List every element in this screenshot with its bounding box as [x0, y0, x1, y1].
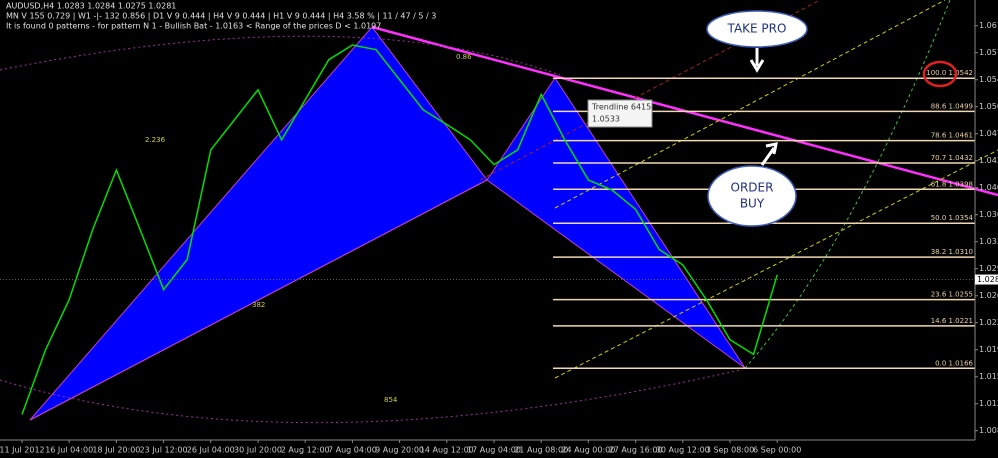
pattern-label: 0.86 [456, 53, 472, 61]
y-tick-label: 1.0190 [979, 345, 998, 354]
fib-label: 70.7 1.0432 [931, 154, 973, 162]
channel-line [554, 149, 998, 379]
x-tick-label: 7 Aug 04:00 [328, 446, 377, 455]
fib-label: 61.8 1.0398 [931, 180, 973, 188]
y-tick-label: 1.0435 [979, 156, 998, 165]
fib-label: 0.0 1.0166 [935, 359, 973, 367]
pattern-xb [29, 179, 488, 421]
fib-label: 50.0 1.0354 [931, 214, 974, 222]
tooltip-value: 1.0533 [592, 115, 620, 124]
x-tick-label: 17 Aug 04:00 [467, 446, 521, 455]
y-tick-label: 1.0470 [979, 129, 998, 138]
x-tick-label: 11 Jul 2012 [0, 446, 45, 455]
y-tick-label: 1.0225 [979, 318, 998, 327]
x-tick-label: 3 Sep 08:00 [706, 446, 754, 455]
arc [0, 369, 741, 424]
y-tick-label: 1.0120 [979, 399, 998, 408]
pattern-label: 854 [384, 396, 398, 404]
header-line: AUDUSD,H4 1.0283 1.0284 1.0275 1.0281 [6, 2, 176, 11]
x-tick-label: 16 Jul 04:00 [45, 446, 93, 455]
header-line: MN V 155 0.729 | W1 -|- 132 0.856 | D1 V… [6, 12, 436, 21]
header-line: It is found 0 patterns - for pattern N 1… [6, 22, 381, 31]
x-tick-label: 24 Aug 00:00 [561, 446, 615, 455]
x-tick-label: 21 Aug 08:00 [514, 446, 568, 455]
x-tick-label: 9 Aug 20:00 [375, 446, 424, 455]
current-price-label: 1.0281 [977, 275, 998, 284]
x-tick-label: 6 Sep 00:00 [753, 446, 801, 455]
callout-cloud [707, 165, 797, 227]
x-tick-label: 26 Jul 04:00 [187, 446, 235, 455]
fib-label: 23.6 1.0255 [931, 291, 973, 299]
tooltip [587, 99, 653, 128]
arrow [749, 48, 765, 73]
highlight-circle [922, 60, 958, 88]
tooltip-title: Trendline 6415 [591, 103, 651, 112]
x-tick-label: 23 Jul 12:00 [140, 446, 188, 455]
callout-cloud [706, 10, 808, 48]
y-tick-label: 1.0540 [979, 75, 998, 84]
fib-label: 100.0 1.0542 [926, 69, 973, 77]
fib-label: 88.6 1.0499 [931, 102, 973, 110]
y-tick-label: 1.0400 [979, 183, 998, 192]
projection [744, 0, 951, 369]
x-tick-label: 2 Aug 12:00 [281, 446, 330, 455]
current-price-box [975, 274, 998, 285]
axes: 1.0610 1.0575 1.0540 1.0505 1.0470 1.0435 1.04… [0, 21, 998, 455]
y-tick-label: 1.0295 [979, 264, 998, 273]
fib-label: 38.2 1.0310 [931, 248, 973, 256]
order-label: ORDER [731, 181, 774, 195]
y-tick-label: 1.0085 [979, 426, 998, 435]
y-tick-label: 1.0260 [979, 291, 998, 300]
plot [21, 44, 778, 415]
channel-line [554, 0, 946, 209]
x-tick-label: 30 Jul 20:00 [234, 446, 282, 455]
take-profit-label: TAKE PRO [727, 22, 787, 36]
x-tick-label: 14 Aug 12:00 [420, 446, 474, 455]
arc [0, 35, 561, 76]
pattern-label: 2.236 [145, 136, 166, 144]
y-tick-label: 1.0575 [979, 48, 998, 57]
fib-label: 14.6 1.0221 [931, 317, 973, 325]
x-tick-label: 27 Aug 16:00 [609, 446, 663, 455]
fib-label: 78.6 1.0461 [931, 132, 973, 140]
price-line [21, 44, 778, 415]
y-tick-label: 1.0365 [979, 210, 998, 219]
channel-line [479, 0, 821, 181]
y-tick-label: 1.0330 [979, 237, 998, 246]
arrow [760, 142, 778, 166]
pattern-label: 382 [252, 301, 265, 309]
x-tick-label: 30 Aug 12:00 [656, 446, 710, 455]
y-tick-label: 1.0610 [979, 21, 998, 30]
y-tick-label: 1.0155 [979, 372, 998, 381]
order-label: BUY [740, 197, 765, 211]
x-tick-label: 18 Jul 20:00 [92, 446, 140, 455]
y-tick-label: 1.0505 [979, 102, 998, 111]
